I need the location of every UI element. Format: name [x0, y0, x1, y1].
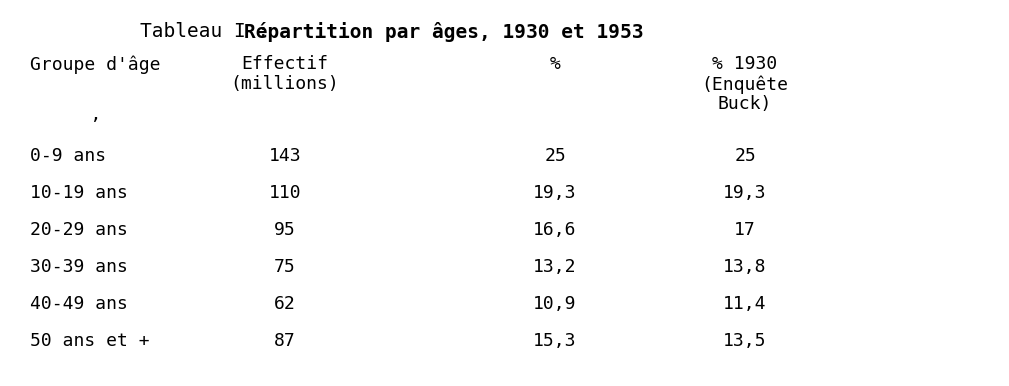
Text: Effectif: Effectif	[241, 55, 329, 73]
Text: 19,3: 19,3	[533, 184, 577, 202]
Text: 95: 95	[274, 221, 296, 239]
Text: Tableau I :: Tableau I :	[140, 22, 281, 41]
Text: 13,2: 13,2	[533, 258, 577, 276]
Text: 10,9: 10,9	[533, 295, 577, 313]
Text: 25: 25	[544, 147, 566, 165]
Text: 40-49 ans: 40-49 ans	[30, 295, 128, 313]
Text: 19,3: 19,3	[723, 184, 767, 202]
Text: 17: 17	[735, 221, 756, 239]
Text: 10-19 ans: 10-19 ans	[30, 184, 128, 202]
Text: 25: 25	[735, 147, 756, 165]
Text: 50 ans et +: 50 ans et +	[30, 332, 149, 350]
Text: 62: 62	[274, 295, 296, 313]
Text: 30-39 ans: 30-39 ans	[30, 258, 128, 276]
Text: ’: ’	[90, 117, 101, 135]
Text: 0-9 ans: 0-9 ans	[30, 147, 106, 165]
Text: 75: 75	[274, 258, 296, 276]
Text: 13,5: 13,5	[723, 332, 767, 350]
Text: Buck): Buck)	[717, 95, 772, 113]
Text: 11,4: 11,4	[723, 295, 767, 313]
Text: (millions): (millions)	[231, 75, 339, 93]
Text: % 1930: % 1930	[712, 55, 778, 73]
Text: (Enquête: (Enquête	[701, 75, 788, 93]
Text: 15,3: 15,3	[533, 332, 577, 350]
Text: 143: 143	[268, 147, 302, 165]
Text: 20-29 ans: 20-29 ans	[30, 221, 128, 239]
Text: 110: 110	[268, 184, 302, 202]
Text: 16,6: 16,6	[533, 221, 577, 239]
Text: 13,8: 13,8	[723, 258, 767, 276]
Text: %: %	[550, 55, 560, 73]
Text: Répartition par âges, 1930 et 1953: Répartition par âges, 1930 et 1953	[244, 22, 644, 42]
Text: Groupe d'âge: Groupe d'âge	[30, 55, 160, 73]
Text: 87: 87	[274, 332, 296, 350]
